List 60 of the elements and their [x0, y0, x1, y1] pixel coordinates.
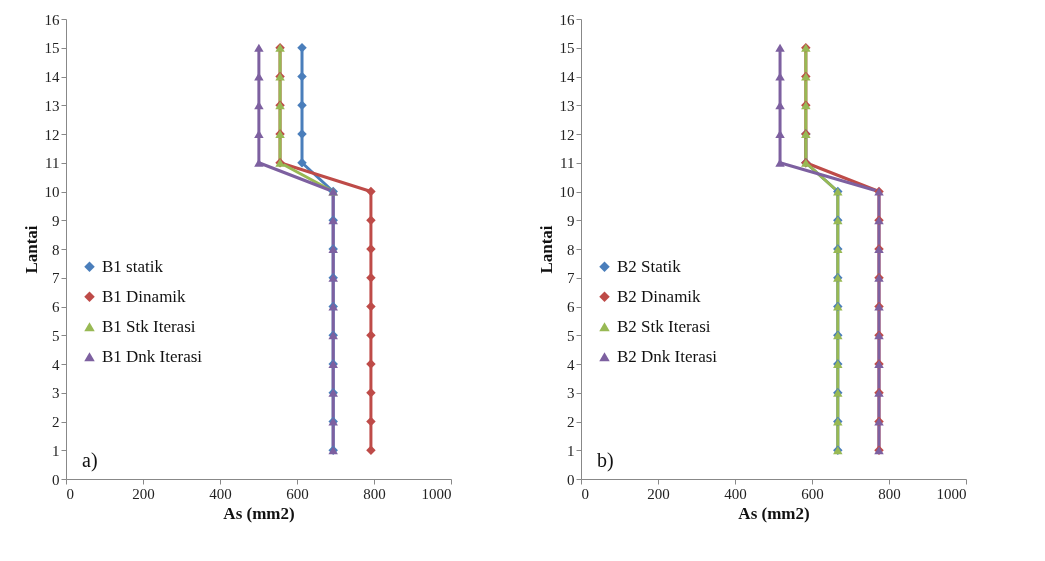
x-tick-label: 400 [209, 485, 232, 502]
y-tick-label: 1 [52, 442, 60, 459]
x-tick-label: 0 [581, 485, 589, 502]
y-tick-label: 12 [44, 126, 60, 143]
x-tick-label: 400 [724, 485, 747, 502]
legend-label: B2 Dinamik [617, 286, 702, 306]
y-tick-label: 9 [567, 212, 575, 229]
x-tick-label: 800 [878, 485, 901, 502]
y-tick-label: 4 [52, 356, 60, 373]
legend-label: B2 Dnk Iterasi [617, 346, 718, 366]
y-tick-label: 0 [52, 471, 60, 488]
y-tick-label: 12 [559, 126, 575, 143]
y-tick-label: 1 [567, 442, 575, 459]
y-tick-label: 9 [52, 212, 60, 229]
y-tick-label: 15 [44, 40, 60, 57]
x-axis-title: As (mm2) [738, 503, 810, 523]
y-tick-label: 7 [567, 270, 575, 287]
y-tick-label: 3 [52, 385, 60, 402]
legend-label: B2 Statik [617, 256, 682, 276]
x-tick-label: 600 [801, 485, 824, 502]
y-tick-label: 14 [44, 69, 60, 85]
y-tick-label: 2 [567, 414, 575, 430]
y-tick-label: 16 [559, 11, 575, 28]
y-tick-label: 5 [52, 327, 60, 344]
x-tick-label: 800 [363, 485, 386, 502]
y-tick-label: 0 [567, 471, 575, 488]
annotation: b) [597, 449, 614, 472]
legend-label: B1 statik [102, 256, 164, 276]
y-tick-label: 11 [560, 155, 575, 172]
legend-label: B1 Dnk Iterasi [102, 346, 203, 366]
y-tick-label: 4 [567, 356, 575, 373]
y-axis-title: Lantai [536, 225, 556, 274]
y-tick-label: 8 [52, 241, 60, 258]
y-tick-label: 6 [52, 299, 60, 315]
y-tick-label: 16 [44, 11, 60, 28]
x-tick-label: 600 [286, 485, 309, 502]
legend-label: B2 Stk Iterasi [617, 316, 711, 336]
annotation: a) [82, 449, 98, 472]
y-tick-label: 10 [559, 184, 575, 200]
legend-label: B1 Stk Iterasi [102, 316, 196, 336]
x-tick-label: 200 [132, 485, 155, 502]
y-axis-title: Lantai [21, 225, 41, 274]
legend-label: B1 Dinamik [102, 286, 187, 306]
y-tick-label: 14 [559, 69, 575, 85]
x-tick-label: 1000 [421, 485, 452, 502]
y-tick-label: 2 [52, 414, 60, 430]
y-tick-label: 5 [567, 327, 575, 344]
y-tick-label: 13 [44, 97, 60, 114]
y-tick-label: 10 [44, 184, 60, 200]
y-tick-label: 13 [559, 97, 575, 114]
y-tick-label: 8 [567, 241, 575, 258]
x-tick-label: 200 [647, 485, 670, 502]
y-tick-label: 7 [52, 270, 60, 287]
x-tick-label: 0 [66, 485, 74, 502]
y-tick-label: 3 [567, 385, 575, 402]
x-tick-label: 1000 [936, 485, 967, 502]
y-tick-label: 15 [559, 40, 575, 57]
y-tick-label: 11 [45, 155, 60, 172]
y-tick-label: 6 [567, 299, 575, 315]
x-axis-title: As (mm2) [223, 503, 295, 523]
